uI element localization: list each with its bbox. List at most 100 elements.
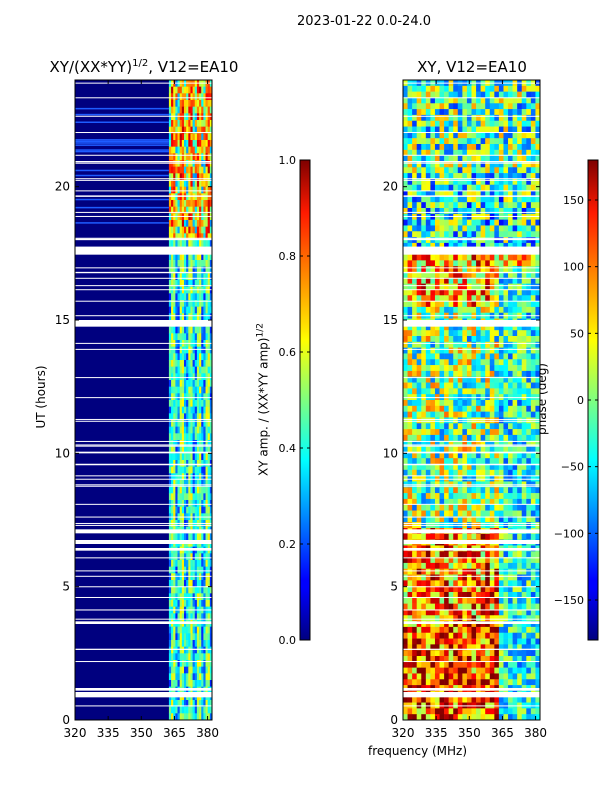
- right-heat-cell: [407, 562, 413, 570]
- left-heat-cell: [190, 420, 193, 427]
- right-heat-cell: [517, 615, 523, 622]
- right-heat-cell: [407, 452, 413, 459]
- right-heat-cell: [453, 452, 459, 459]
- left-heat-cell: [183, 426, 187, 434]
- right-heat-cell: [530, 114, 536, 122]
- right-heat-cell: [457, 580, 463, 587]
- left-heat-cell: [201, 460, 204, 467]
- right-heat-cell: [517, 114, 523, 122]
- left-heat-cell: [209, 233, 213, 241]
- right-heat-cell: [535, 173, 541, 180]
- right-heat-cell: [434, 376, 440, 383]
- right-heat-cell: [462, 85, 468, 92]
- left-heat-cell: [209, 700, 213, 707]
- left-heat-cell: [201, 313, 204, 321]
- left-heat-cell: [183, 313, 187, 321]
- left-heat-cell: [175, 100, 178, 107]
- right-heat-cell: [485, 440, 491, 447]
- left-heat-cell: [175, 420, 178, 427]
- left-heat-cell: [203, 180, 206, 187]
- right-heat-cell: [457, 400, 463, 407]
- left-heat-cell: [199, 613, 202, 621]
- right-heat-cell: [457, 592, 463, 599]
- left-heat-cell: [205, 226, 208, 234]
- left-heat-cell: [173, 260, 176, 267]
- right-heat-cell: [457, 388, 463, 395]
- right-heat-cell: [412, 324, 417, 331]
- right-heat-cell: [512, 498, 518, 506]
- right-heat-cell: [535, 353, 541, 360]
- right-heat-cell: [526, 359, 532, 366]
- left-heat-cell: [179, 140, 183, 147]
- right-heat-cell: [471, 464, 477, 471]
- right-heat-cell: [457, 91, 463, 98]
- right-heat-cell: [457, 295, 463, 302]
- left-heat-cell: [196, 466, 200, 474]
- left-heat-cell: [177, 166, 180, 174]
- right-heat-cell: [462, 155, 468, 162]
- right-heat-cell: [416, 557, 422, 564]
- left-heat-cell: [190, 313, 193, 321]
- left-heat-cell: [209, 373, 213, 381]
- right-heat-cell: [494, 574, 500, 581]
- right-heat-cell: [444, 417, 449, 424]
- right-heat-cell: [457, 446, 463, 453]
- right-heat-cell: [471, 504, 477, 511]
- left-heat-cell: [203, 666, 206, 674]
- right-heat-cell: [453, 609, 459, 616]
- right-heat-cell: [444, 272, 449, 279]
- left-heat-cell: [205, 453, 208, 461]
- right-heat-cell: [526, 132, 532, 139]
- left-heat-cell: [192, 240, 196, 247]
- right-heat-cell: [462, 109, 468, 116]
- right-heat-cell: [430, 138, 436, 145]
- right-heat-cell: [439, 301, 445, 308]
- right-heat-cell: [457, 167, 463, 174]
- right-heat-cell: [430, 97, 436, 104]
- left-heat-cell: [175, 426, 178, 434]
- right-heat-cell: [535, 469, 541, 476]
- right-heat-cell: [434, 103, 440, 110]
- right-heat-cell: [512, 562, 518, 570]
- right-heat-cell: [466, 562, 472, 570]
- right-heat-cell: [485, 85, 491, 92]
- left-heat-cell: [177, 453, 180, 461]
- left-heat-cell: [168, 373, 172, 381]
- left-heat-cell: [183, 433, 187, 441]
- right-heat-cell: [403, 260, 408, 267]
- left-heat-cell: [188, 113, 191, 121]
- right-heat-cell: [412, 359, 417, 366]
- left-heat-cell: [183, 486, 187, 494]
- right-heat-cell: [448, 621, 454, 628]
- right-heat-cell: [517, 586, 523, 593]
- right-heat-cell: [471, 208, 477, 215]
- right-heat-cell: [403, 568, 408, 575]
- right-heat-cell: [489, 190, 495, 197]
- right-heat-cell: [476, 638, 481, 645]
- right-heat-cell: [530, 184, 536, 191]
- right-heat-cell: [448, 504, 454, 511]
- right-heat-cell: [526, 347, 532, 354]
- right-heat-cell: [476, 301, 481, 308]
- left-heat-cell: [168, 680, 172, 687]
- right-heat-cell: [466, 644, 472, 651]
- right-heat-cell: [471, 178, 477, 186]
- left-heat-cell: [181, 93, 185, 101]
- right-heat-cell: [521, 580, 527, 587]
- right-heat-cell: [444, 225, 449, 232]
- left-heat-cell: [173, 360, 176, 367]
- right-heat-cell: [503, 400, 509, 407]
- left-heat-cell: [205, 373, 208, 381]
- left-heat-cell: [177, 413, 180, 421]
- right-heat-cell: [471, 568, 477, 575]
- left-heat-cell: [209, 460, 213, 467]
- right-heat-cell: [498, 114, 504, 122]
- left-heat-cell: [173, 660, 176, 667]
- left-heat-cell: [175, 680, 178, 687]
- right-heat-cell: [462, 458, 468, 465]
- left-heat-cell: [192, 700, 196, 707]
- right-heat-cell: [457, 603, 463, 610]
- left-heat-cell: [177, 180, 180, 187]
- left-heat-cell: [181, 426, 185, 434]
